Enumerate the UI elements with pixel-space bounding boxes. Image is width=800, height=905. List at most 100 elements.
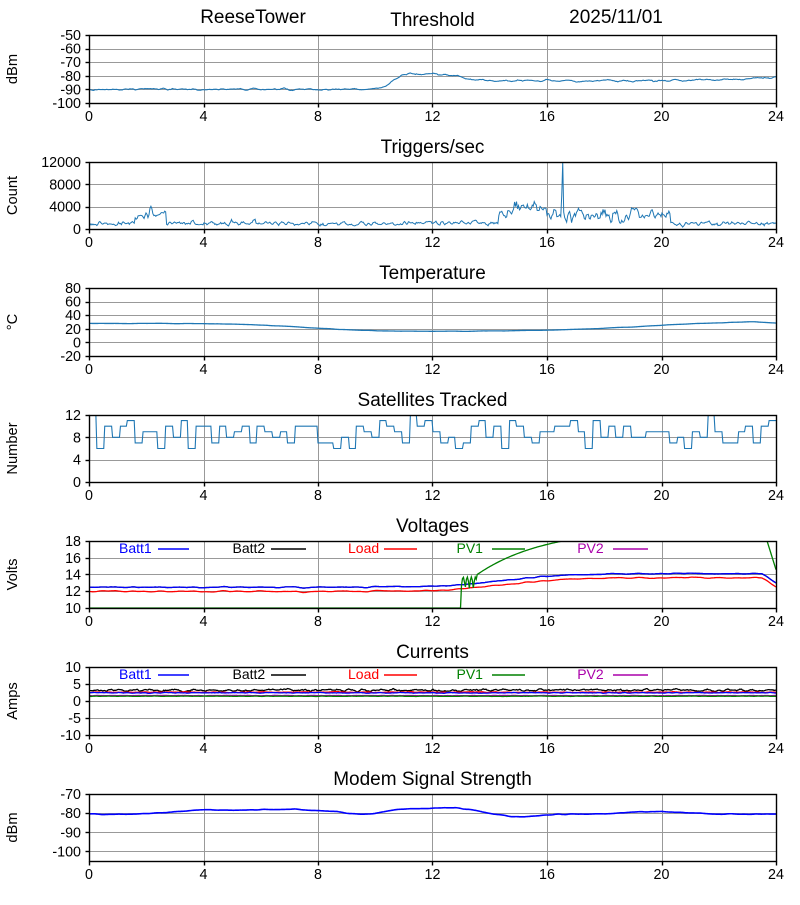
svg-text:Batt1: Batt1 [119,540,152,556]
svg-text:ReeseTower: ReeseTower [200,7,306,28]
svg-text:16: 16 [539,235,555,251]
svg-text:4: 4 [200,741,208,757]
svg-text:8: 8 [314,109,322,125]
svg-text:Load: Load [348,666,379,682]
svg-text:12: 12 [425,741,441,757]
svg-text:12: 12 [425,235,441,251]
svg-text:°C: °C [5,313,21,330]
svg-text:0: 0 [85,867,93,883]
svg-text:8: 8 [314,362,322,378]
svg-text:Volts: Volts [5,559,21,591]
svg-text:4: 4 [73,453,81,469]
svg-text:4: 4 [200,867,208,883]
svg-text:Threshold: Threshold [390,10,475,31]
svg-text:8: 8 [314,614,322,630]
svg-text:4: 4 [200,614,208,630]
svg-text:20: 20 [654,741,670,757]
svg-text:20: 20 [654,614,670,630]
svg-text:24: 24 [768,235,784,251]
svg-text:0: 0 [85,362,93,378]
svg-text:Voltages: Voltages [396,516,469,537]
svg-text:Batt2: Batt2 [233,540,266,556]
svg-text:8: 8 [314,867,322,883]
svg-text:Number: Number [5,422,21,474]
svg-text:PV1: PV1 [457,666,484,682]
svg-text:16: 16 [539,741,555,757]
svg-text:16: 16 [539,614,555,630]
svg-text:0: 0 [73,222,81,238]
svg-text:14: 14 [65,568,81,584]
svg-text:18: 18 [65,534,81,550]
svg-text:PV2: PV2 [577,666,604,682]
svg-text:-90: -90 [60,825,81,841]
svg-text:16: 16 [539,867,555,883]
svg-text:Modem Signal Strength: Modem Signal Strength [333,769,532,790]
svg-text:Currents: Currents [396,642,469,663]
svg-text:12: 12 [65,584,81,600]
svg-text:24: 24 [768,741,784,757]
svg-text:Batt2: Batt2 [233,666,266,682]
svg-text:12: 12 [425,614,441,630]
svg-text:12000: 12000 [41,155,81,171]
svg-text:12: 12 [425,488,441,504]
svg-text:Load: Load [348,540,379,556]
svg-text:8: 8 [314,741,322,757]
svg-text:20: 20 [654,867,670,883]
svg-text:8000: 8000 [49,177,81,193]
svg-text:4000: 4000 [49,200,81,216]
svg-text:16: 16 [539,109,555,125]
svg-text:-10: -10 [60,728,81,744]
svg-text:24: 24 [768,109,784,125]
svg-text:0: 0 [85,741,93,757]
svg-text:Satellites Tracked: Satellites Tracked [358,390,508,411]
svg-text:16: 16 [539,362,555,378]
svg-text:24: 24 [768,614,784,630]
svg-text:24: 24 [768,867,784,883]
svg-text:12: 12 [425,109,441,125]
svg-text:-100: -100 [52,844,81,860]
svg-text:-100: -100 [52,96,81,112]
svg-text:Batt1: Batt1 [119,666,152,682]
svg-text:60: 60 [65,295,81,311]
svg-text:8: 8 [314,488,322,504]
svg-text:5: 5 [73,677,81,693]
svg-text:2025/11/01: 2025/11/01 [569,7,663,28]
svg-text:24: 24 [768,362,784,378]
svg-text:20: 20 [654,488,670,504]
svg-text:Count: Count [5,176,21,215]
svg-text:4: 4 [200,235,208,251]
svg-text:Temperature: Temperature [379,263,486,284]
svg-text:PV2: PV2 [577,540,604,556]
svg-text:0: 0 [85,614,93,630]
svg-text:Triggers/sec: Triggers/sec [381,137,485,158]
svg-text:80: 80 [65,281,81,297]
svg-text:PV1: PV1 [457,540,484,556]
svg-text:0: 0 [73,694,81,710]
svg-text:Amps: Amps [5,682,21,720]
svg-text:12: 12 [425,362,441,378]
svg-text:20: 20 [654,109,670,125]
svg-text:10: 10 [65,601,81,617]
svg-text:12: 12 [65,408,81,424]
svg-text:-5: -5 [68,711,81,727]
svg-text:-70: -70 [60,787,81,803]
svg-text:0: 0 [85,235,93,251]
svg-text:16: 16 [65,551,81,567]
svg-text:16: 16 [539,488,555,504]
svg-text:20: 20 [654,235,670,251]
svg-text:4: 4 [200,488,208,504]
svg-text:4: 4 [200,109,208,125]
svg-text:dBm: dBm [5,812,21,842]
svg-text:24: 24 [768,488,784,504]
svg-text:20: 20 [654,362,670,378]
svg-text:8: 8 [314,235,322,251]
svg-text:8: 8 [73,430,81,446]
svg-text:10: 10 [65,660,81,676]
svg-text:0: 0 [85,488,93,504]
svg-text:12: 12 [425,867,441,883]
svg-text:0: 0 [85,109,93,125]
svg-text:-80: -80 [60,806,81,822]
svg-text:4: 4 [200,362,208,378]
svg-text:dBm: dBm [5,54,21,84]
svg-text:0: 0 [73,475,81,491]
